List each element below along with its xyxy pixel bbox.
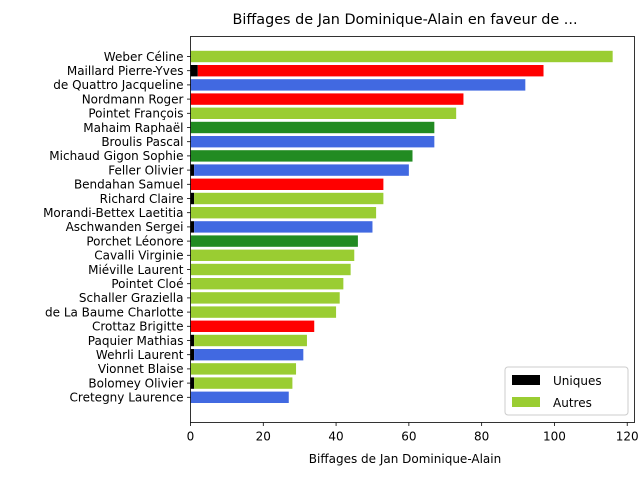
x-tick-label: 20 — [256, 430, 271, 444]
bar-uniques — [190, 65, 198, 77]
y-tick-label: Cavalli Virginie — [94, 249, 183, 263]
y-tick-label: Miéville Laurent — [88, 263, 184, 277]
x-tick-label: 120 — [616, 430, 639, 444]
bar-autres — [190, 278, 344, 290]
bar-autres — [190, 178, 384, 190]
bar-autres — [194, 164, 409, 176]
y-tick-label: Aschwanden Sergei — [66, 220, 184, 234]
bar-autres — [194, 377, 293, 389]
y-tick-label: Feller Olivier — [108, 163, 183, 177]
bar-uniques — [190, 164, 195, 176]
x-tick-label: 40 — [328, 430, 343, 444]
bar-uniques — [190, 349, 195, 361]
x-tick-label: 80 — [474, 430, 489, 444]
bar-uniques — [190, 334, 195, 347]
legend-swatch-autres — [512, 397, 540, 407]
y-tick-label: Maillard Pierre-Yves — [67, 64, 184, 78]
bar-autres — [190, 79, 526, 91]
y-tick-label: Crottaz Brigitte — [92, 320, 184, 334]
y-tick-label: Michaud Gigon Sophie — [49, 149, 183, 163]
bar-autres — [190, 363, 297, 375]
bar-autres — [190, 50, 613, 63]
y-tick-label: Nordmann Roger — [82, 92, 184, 106]
bar-autres — [194, 349, 304, 361]
x-tick-label: 60 — [401, 430, 416, 444]
bar-autres — [190, 107, 457, 119]
x-axis-label: Biffages de Jan Dominique-Alain — [309, 452, 501, 466]
bar-autres — [194, 334, 307, 347]
bar-autres — [190, 249, 355, 261]
y-tick-label: Bolomey Olivier — [88, 376, 183, 390]
y-tick-label: Vionnet Blaise — [98, 362, 184, 376]
legend-label-autres: Autres — [553, 396, 592, 410]
bar-autres — [190, 306, 337, 318]
y-tick-label: Bendahan Samuel — [74, 178, 184, 192]
bars-group — [190, 50, 613, 403]
bar-autres — [190, 207, 377, 219]
bar-uniques — [190, 221, 195, 233]
bar-autres — [190, 121, 435, 134]
bar-uniques — [190, 377, 195, 389]
y-tick-label: Paquier Mathias — [88, 334, 184, 348]
bar-autres — [190, 93, 464, 105]
bar-autres — [190, 136, 435, 148]
y-tick-label: Broulis Pascal — [101, 135, 183, 149]
y-tick-label: Morandi-Bettex Laetitia — [43, 206, 183, 220]
bar-uniques — [190, 192, 195, 205]
bar-autres — [190, 235, 358, 247]
bar-autres — [194, 192, 384, 205]
bar-autres — [190, 391, 289, 403]
x-tick-label: 0 — [187, 430, 195, 444]
y-tick-label: de La Baume Charlotte — [45, 305, 184, 319]
legend-label-uniques: Uniques — [553, 374, 602, 388]
bar-autres — [190, 263, 351, 276]
x-tick-label: 100 — [543, 430, 566, 444]
chart-title: Biffages de Jan Dominique-Alain en faveu… — [232, 12, 577, 28]
y-tick-label: Pointet François — [88, 107, 183, 121]
bar-autres — [190, 292, 340, 304]
y-tick-label: Richard Claire — [100, 192, 184, 206]
y-tick-label: Schaller Graziella — [79, 291, 184, 305]
bar-autres — [194, 221, 373, 233]
y-tick-label: Pointet Cloé — [111, 277, 183, 291]
bar-autres — [197, 65, 544, 77]
y-tick-label: Cretegny Laurence — [70, 391, 184, 405]
y-tick-label: Porchet Léonore — [86, 234, 183, 248]
y-tick-label: Wehrli Laurent — [96, 348, 184, 362]
bar-autres — [190, 320, 315, 332]
bar-autres — [190, 150, 413, 162]
y-tick-label: Weber Céline — [104, 50, 184, 64]
x-axis-ticks: 0 20 40 60 80 100 120 — [187, 422, 639, 444]
y-tick-label: de Quattro Jacqueline — [53, 78, 183, 92]
plot-area-frame — [190, 36, 635, 423]
legend: Uniques Autres — [504, 366, 629, 416]
legend-swatch-uniques — [512, 375, 540, 385]
y-tick-label: Mahaim Raphaël — [83, 121, 183, 135]
